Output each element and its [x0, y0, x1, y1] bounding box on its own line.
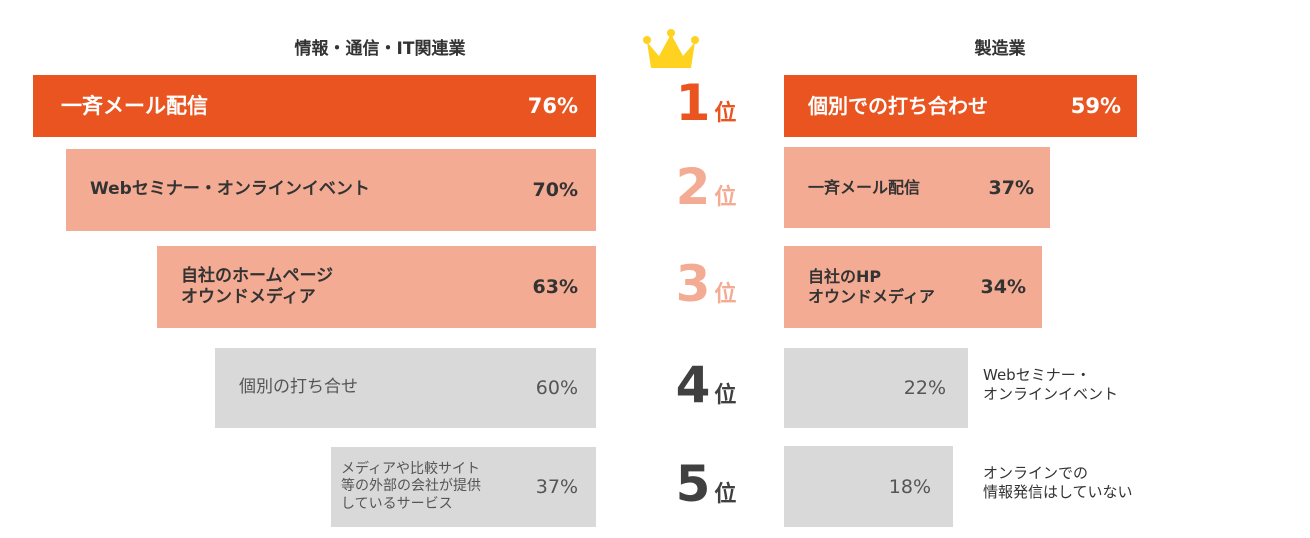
rank-number: 3	[675, 255, 711, 313]
label-line: 個別での打ち合わせ	[808, 93, 988, 118]
bar: 22%	[784, 348, 968, 428]
label-line: 一斉メール配信	[61, 93, 208, 118]
label-line: オウンドメディア	[808, 287, 935, 306]
label-line: Webセミナー・	[983, 366, 1091, 384]
bar: メディアや比較サイト 等の外部の会社が提供 しているサービス 37%	[331, 447, 596, 527]
rank-number: 1	[675, 74, 711, 132]
bar-label: Webセミナー・オンラインイベント	[983, 366, 1118, 404]
label-line: オウンドメディア	[181, 287, 316, 307]
label-line: Webセミナー・オンラインイベント	[90, 179, 370, 200]
label-line: 等の外部の会社が提供	[341, 478, 481, 495]
bar-label: Webセミナー・オンラインイベント	[90, 179, 370, 200]
label-line: 一斉メール配信	[808, 177, 921, 197]
rank-number: 4	[675, 356, 711, 414]
rank-suffix: 位	[714, 383, 737, 408]
outside-label: Webセミナー・ オンラインイベント	[983, 366, 1118, 404]
bar-label: 自社のホームページ オウンドメディア	[181, 266, 333, 309]
rank-number: 2	[675, 158, 711, 216]
bar-label: オンラインでの 情報発信はしていない	[983, 464, 1133, 502]
bar: Webセミナー・オンラインイベント 70%	[66, 149, 596, 231]
right-title: 製造業	[974, 39, 1026, 59]
bar-label: 一斉メール配信	[61, 93, 208, 119]
bar: 一斉メール配信 76%	[33, 75, 596, 137]
crown-icon	[643, 29, 699, 68]
bar: 一斉メール配信 37%	[784, 147, 1050, 228]
bar-value: 70%	[532, 179, 578, 201]
rank-suffix: 位	[714, 101, 737, 126]
rank-suffix: 位	[714, 282, 737, 307]
bar-label: メディアや比較サイト 等の外部の会社が提供 しているサービス	[341, 461, 481, 514]
bar: 自社のHP オウンドメディア 34%	[784, 246, 1042, 328]
label-line: メディアや比較サイト	[341, 460, 481, 477]
bar: 個別の打ち合せ 60%	[215, 348, 596, 428]
bar-label: 個別の打ち合せ	[239, 377, 358, 398]
bar-label: 個別での打ち合わせ	[808, 94, 988, 119]
bar: 個別での打ち合わせ 59%	[784, 75, 1137, 137]
label-line: オンラインイベント	[983, 384, 1119, 403]
bar-value: 37%	[988, 176, 1034, 199]
label-line: しているサービス	[341, 495, 453, 512]
label-line: 個別の打ち合せ	[239, 377, 358, 398]
bar-value: 60%	[535, 377, 578, 399]
outside-label: オンラインでの 情報発信はしていない	[983, 464, 1133, 502]
bar-value: 37%	[535, 476, 578, 498]
bar-value: 18%	[888, 475, 931, 498]
bar-value: 59%	[1070, 94, 1121, 118]
label-line: オンラインでの	[983, 464, 1089, 482]
bar-value: 22%	[903, 377, 946, 399]
bar-label: 自社のHP オウンドメディア	[808, 267, 935, 307]
bar-value: 34%	[980, 276, 1026, 298]
rank-number: 5	[675, 455, 711, 513]
label-line: 自社のHP	[808, 267, 882, 286]
bar: 自社のホームページ オウンドメディア 63%	[157, 246, 596, 328]
label-line: 情報発信はしていない	[983, 482, 1133, 501]
label-line: 自社のホームページ	[181, 265, 334, 286]
rank-suffix: 位	[714, 185, 737, 210]
bar-value: 63%	[532, 276, 578, 298]
bar: 18%	[784, 446, 953, 527]
bar-value: 76%	[527, 94, 578, 118]
left-title: 情報・通信・IT関連業	[294, 39, 466, 59]
bar-label: 一斉メール配信	[808, 178, 920, 198]
rank-suffix: 位	[714, 482, 737, 507]
